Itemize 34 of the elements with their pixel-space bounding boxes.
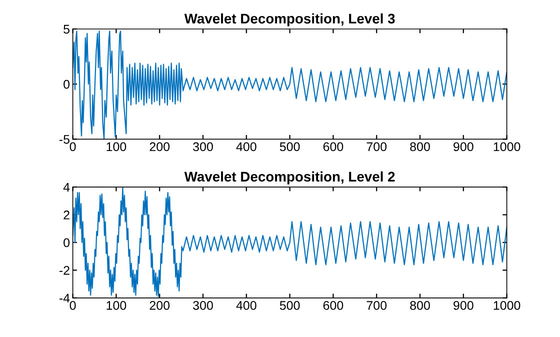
x-tick-label: 700 bbox=[366, 142, 387, 152]
x-tick-label: 300 bbox=[193, 142, 213, 152]
x-tick-label: 200 bbox=[150, 301, 170, 310]
x-tick-label: 400 bbox=[236, 301, 256, 310]
y-tick-label: 2 bbox=[64, 210, 70, 220]
x-tick-label: 400 bbox=[236, 142, 256, 152]
x-tick-label: 200 bbox=[150, 142, 170, 152]
x-tick-label: 900 bbox=[454, 142, 474, 152]
y-tick-label: 4 bbox=[63, 182, 70, 192]
y-tick-label: -4 bbox=[59, 294, 70, 302]
x-tick-label: 1000 bbox=[494, 301, 520, 310]
y-tick-label: 5 bbox=[64, 24, 70, 34]
y-tick-label: 0 bbox=[64, 238, 70, 248]
x-tick-label: 0 bbox=[70, 142, 76, 152]
x-tick-label: 0 bbox=[70, 301, 76, 310]
x-tick-label: 800 bbox=[410, 301, 430, 310]
x-tick-label: 500 bbox=[280, 142, 300, 152]
chart-title: Wavelet Decomposition, Level 3 bbox=[184, 13, 395, 26]
x-tick-label: 100 bbox=[106, 142, 126, 152]
x-tick-label: 800 bbox=[410, 142, 430, 152]
x-tick-label: 700 bbox=[366, 301, 387, 310]
y-tick-label: -5 bbox=[59, 135, 70, 144]
chart-title: Wavelet Decomposition, Level 2 bbox=[184, 171, 395, 184]
x-tick-label: 500 bbox=[280, 301, 300, 310]
line-series bbox=[72, 187, 507, 298]
x-tick-label: 1000 bbox=[494, 142, 520, 152]
x-tick-label: 100 bbox=[106, 301, 126, 310]
x-tick-label: 600 bbox=[323, 301, 344, 310]
x-tick-label: 300 bbox=[193, 301, 213, 310]
x-tick-label: 600 bbox=[323, 142, 344, 152]
x-tick-label: 900 bbox=[454, 301, 474, 310]
y-tick-label: -2 bbox=[59, 266, 70, 275]
line-series bbox=[72, 30, 507, 140]
y-tick-label: 0 bbox=[64, 80, 70, 89]
